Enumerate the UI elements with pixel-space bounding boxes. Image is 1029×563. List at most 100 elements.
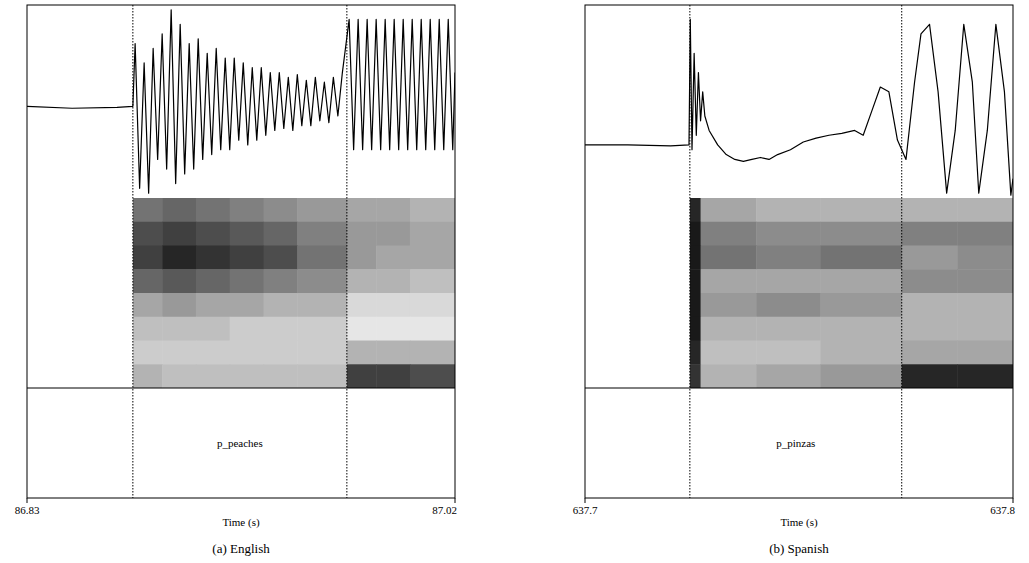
- spectrogram-cell: [957, 341, 1013, 365]
- tick-label: 86.83: [15, 504, 40, 516]
- spectrogram-cell: [701, 341, 757, 365]
- spectrogram-cell: [162, 222, 196, 246]
- spectrogram-cell: [297, 269, 347, 293]
- spectrogram-cell: [264, 341, 298, 365]
- spectrogram-cell: [376, 317, 410, 341]
- spectrogram-cell: [410, 293, 455, 317]
- spectrogram-cell: [756, 341, 821, 365]
- spectrogram-cell: [133, 269, 163, 293]
- spectrogram-cell: [701, 222, 757, 246]
- spectrogram-cell: [196, 341, 230, 365]
- spectrogram-cell: [701, 269, 757, 293]
- spectrogram-cell: [297, 317, 347, 341]
- spectrogram-cell: [27, 341, 133, 365]
- spectrogram-cell: [347, 293, 377, 317]
- spectrogram-cell: [820, 222, 902, 246]
- spectrogram-cell: [196, 222, 230, 246]
- spectrogram-cell: [820, 341, 902, 365]
- spectrogram-cell: [133, 293, 163, 317]
- spectrogram-cell: [820, 317, 902, 341]
- spectrogram-cell: [162, 269, 196, 293]
- spectrogram-cell: [585, 293, 690, 317]
- spectrogram-cell: [264, 293, 298, 317]
- spectrogram-cell: [196, 317, 230, 341]
- tick-label: 87.02: [432, 504, 457, 516]
- spectrogram-cell: [820, 198, 902, 222]
- spectrogram-cell: [410, 364, 455, 388]
- tick: [585, 498, 586, 503]
- spectrogram-cell: [701, 198, 757, 222]
- spectrogram-cell: [297, 246, 347, 270]
- spectrogram-cell: [701, 317, 757, 341]
- spectrogram-cell: [410, 246, 455, 270]
- spectrogram-cell: [756, 222, 821, 246]
- spectrogram-cell: [410, 317, 455, 341]
- spectrogram-cell: [297, 222, 347, 246]
- waveform: [27, 10, 455, 193]
- spectrogram-cell: [347, 269, 377, 293]
- spectrogram-cell: [957, 246, 1013, 270]
- tier-label: p_peaches: [217, 437, 263, 449]
- spectrogram-cell: [230, 317, 264, 341]
- spectrogram-cell: [264, 222, 298, 246]
- spectrogram-cell: [230, 269, 264, 293]
- plot-area: [585, 19, 1013, 388]
- spectrogram-cell: [196, 293, 230, 317]
- figure: p_peaches 86.83 87.02 Time (s) (a) English p_…: [0, 0, 1029, 563]
- spectrogram-cell: [27, 222, 133, 246]
- spectrogram-cell: [264, 198, 298, 222]
- spectrogram-cell: [756, 198, 821, 222]
- spectrogram-cell: [410, 269, 455, 293]
- spectrogram: [585, 198, 1013, 388]
- spectrogram-cell: [701, 364, 757, 388]
- spectrogram-cell: [410, 198, 455, 222]
- spectrogram-cell: [690, 246, 701, 270]
- spectrogram-cell: [690, 269, 701, 293]
- caption: (a) English: [212, 541, 270, 556]
- spectrogram-cell: [690, 293, 701, 317]
- spectrogram-cell: [297, 364, 347, 388]
- panel: p_pinzas637.7637.8Time (s)(b) Spanish: [573, 5, 1016, 556]
- spectrogram-cell: [264, 246, 298, 270]
- spectrogram-cell: [27, 198, 133, 222]
- tier-top: [585, 388, 1013, 389]
- spectrogram-cell: [410, 222, 455, 246]
- spectrogram-cell: [230, 222, 264, 246]
- spectrogram-cell: [347, 364, 377, 388]
- spectrogram-cell: [701, 293, 757, 317]
- spectrogram-cell: [133, 317, 163, 341]
- spectrogram-cell: [902, 317, 958, 341]
- plot-area: [27, 10, 455, 388]
- spectrogram-cell: [27, 293, 133, 317]
- spectrogram-cell: [376, 198, 410, 222]
- spectrogram-cell: [196, 246, 230, 270]
- axis-title: Time (s): [780, 516, 818, 529]
- spectrogram-cell: [230, 293, 264, 317]
- spectrogram-cell: [133, 341, 163, 365]
- spectrogram-cell: [376, 293, 410, 317]
- spectrogram-cell: [902, 269, 958, 293]
- spectrogram-cell: [264, 317, 298, 341]
- tick-label: 637.7: [573, 504, 598, 516]
- spectrogram-cell: [410, 341, 455, 365]
- spectrogram-cell: [585, 269, 690, 293]
- spectrogram-cell: [162, 364, 196, 388]
- spectrogram-cell: [585, 222, 690, 246]
- spectrogram-cell: [690, 364, 701, 388]
- spectrogram-cell: [957, 198, 1013, 222]
- spectrogram-cell: [27, 317, 133, 341]
- spectrogram: [27, 198, 455, 388]
- spectrogram-cell: [133, 222, 163, 246]
- spectrogram-cell: [297, 293, 347, 317]
- spectrogram-cell: [585, 364, 690, 388]
- spectrogram-cell: [162, 341, 196, 365]
- spectrogram-cell: [701, 246, 757, 270]
- spectrogram-cell: [756, 317, 821, 341]
- spectrogram-cell: [27, 246, 133, 270]
- spectrogram-cell: [162, 198, 196, 222]
- spectrogram-cell: [376, 364, 410, 388]
- tick: [455, 498, 456, 503]
- spectrogram-cell: [957, 222, 1013, 246]
- spectrogram-cell: [230, 246, 264, 270]
- spectrogram-cell: [690, 317, 701, 341]
